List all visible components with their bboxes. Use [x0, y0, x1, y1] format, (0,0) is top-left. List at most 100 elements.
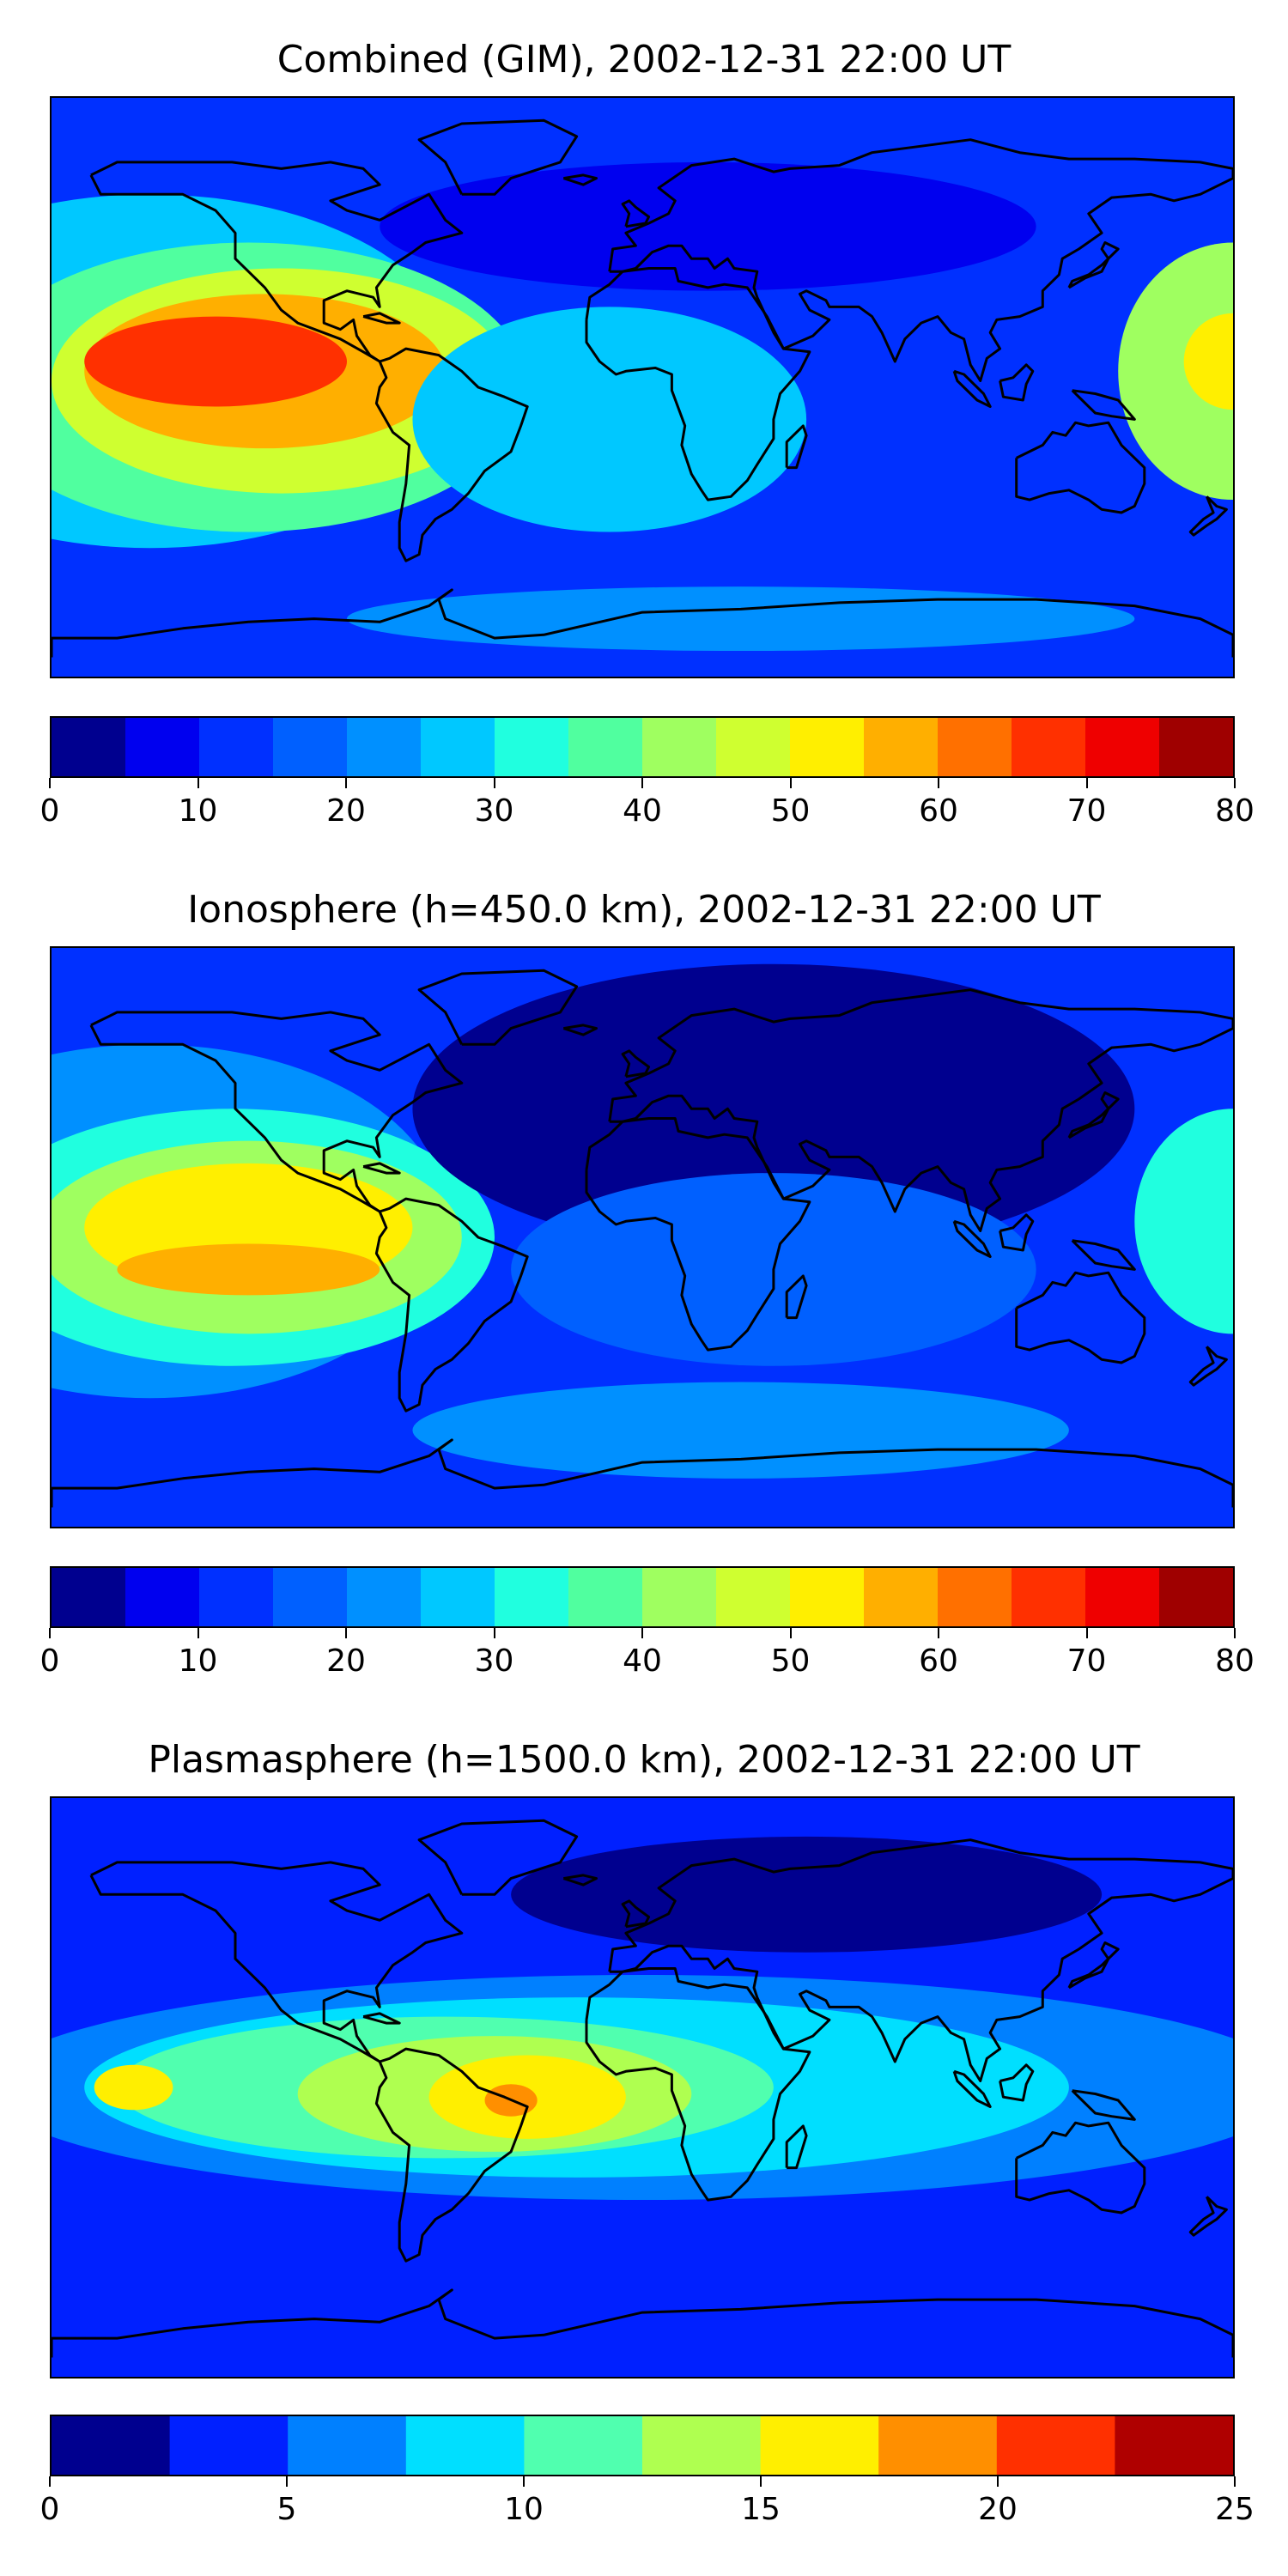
colorbar-tick-label: 40: [623, 793, 662, 829]
map-combined: [50, 96, 1235, 678]
colorbar-swatch: [1012, 1568, 1086, 1626]
colorbar-tick: [49, 778, 51, 788]
colorbar-swatch: [1115, 2416, 1233, 2475]
coastline-australia: [1015, 421, 1146, 514]
colorbar-combined: [50, 716, 1235, 778]
coastline-south-america: [374, 1197, 529, 1413]
colorbar-swatch: [642, 718, 717, 776]
coastline-madagascar: [785, 424, 808, 470]
coastline-sumatra: [952, 1219, 992, 1258]
colorbar-tick-label: 10: [178, 793, 218, 829]
coastline-iceland: [562, 173, 598, 186]
coastline-africa: [585, 267, 811, 501]
colorbar-tick-label: 15: [741, 2492, 781, 2527]
colorbar-swatch: [199, 1568, 274, 1626]
colorbar-swatch: [125, 718, 200, 776]
coastline-south-america: [374, 347, 529, 562]
colorbar-swatch: [421, 718, 495, 776]
colorbar-tick: [493, 778, 495, 788]
coastline-iceland: [562, 1874, 598, 1886]
panel-title: Plasmasphere (h=1500.0 km), 2002-12-31 2…: [148, 1738, 1140, 1782]
field-contour: [412, 963, 1135, 1254]
field-contour: [380, 161, 1036, 291]
colorbar-swatch: [273, 1568, 348, 1626]
map-plot: [52, 98, 1233, 677]
colorbar-swatch: [716, 1568, 791, 1626]
colorbar-tick: [493, 1628, 495, 1638]
colorbar-tick-label: 40: [623, 1643, 662, 1679]
colorbar-tick-label: 20: [326, 1643, 366, 1679]
colorbar-tick: [286, 2476, 288, 2487]
colorbar-swatch: [568, 718, 643, 776]
colorbar-tick: [789, 1628, 792, 1638]
colorbar-tick: [641, 778, 643, 788]
colorbar-swatch: [347, 1568, 422, 1626]
colorbar-swatch: [52, 2416, 171, 2475]
colorbar-swatch: [1159, 718, 1233, 776]
colorbar-swatch: [52, 1568, 126, 1626]
colorbar-tick-label: 60: [919, 793, 958, 829]
colorbar-tick: [1085, 778, 1088, 788]
colorbar-swatch: [199, 718, 274, 776]
colorbar-swatch: [938, 718, 1012, 776]
colorbar-tick-label: 70: [1066, 793, 1107, 829]
colorbar-swatch: [864, 1568, 939, 1626]
field-contour: [347, 586, 1135, 652]
colorbar-tick: [1085, 1628, 1088, 1638]
coastline-new-zealand: [1188, 495, 1228, 537]
map-ionosphere: [50, 946, 1235, 1528]
coastline-eurasia: [608, 1838, 1233, 2082]
panel-title: Combined (GIM), 2002-12-31 22:00 UT: [276, 38, 1012, 82]
colorbar-tick-label: 80: [1215, 793, 1255, 829]
colorbar-tick-label: 60: [919, 1643, 958, 1679]
colorbar-swatch: [760, 2416, 879, 2475]
panel-title: Ionosphere (h=450.0 km), 2002-12-31 22:0…: [187, 888, 1101, 932]
colorbar-swatch: [405, 2416, 525, 2475]
colorbar-tick: [523, 2476, 525, 2487]
colorbar-tick: [1234, 778, 1236, 788]
coastline-japan: [1067, 1941, 1120, 1990]
coastline-australia: [1015, 1271, 1146, 1364]
colorbar-swatch: [790, 1568, 865, 1626]
colorbar-tick-label: 10: [504, 2492, 544, 2527]
field-contour: [1183, 313, 1233, 410]
coastline-north-america: [89, 1861, 464, 2063]
colorbar-swatch: [125, 1568, 200, 1626]
colorbar-swatch: [288, 2416, 407, 2475]
colorbar-tick-label: 5: [276, 2492, 297, 2527]
coastline-cuba: [362, 312, 401, 325]
coastline-new-zealand: [1188, 1346, 1228, 1387]
colorbar-swatch: [1159, 1568, 1233, 1626]
coastline-greenland: [417, 1819, 579, 1896]
coastline-japan: [1067, 1091, 1120, 1139]
colorbar-swatch: [421, 1568, 495, 1626]
colorbar-swatch: [524, 2416, 643, 2475]
colorbar-tick-label: 20: [978, 2492, 1018, 2527]
colorbar-tick-label: 50: [770, 1643, 811, 1679]
colorbar-tick: [1234, 2476, 1236, 2487]
coastline-madagascar: [785, 1274, 808, 1320]
colorbar-swatch: [642, 2416, 762, 2475]
colorbar-tick: [938, 1628, 939, 1638]
coastline-north-america: [89, 161, 464, 363]
colorbar-tick: [345, 778, 347, 788]
coastline-iceland: [562, 1024, 598, 1036]
field-contour: [117, 1243, 380, 1296]
coastline-borneo: [999, 363, 1035, 402]
coastline-antarctica: [52, 588, 1233, 658]
map-plot: [52, 1798, 1233, 2377]
field-contour: [412, 307, 807, 532]
colorbar-ticks: 0 5 10 15 20 25: [40, 2476, 1255, 2528]
colorbar-swatches: [52, 1568, 1233, 1626]
colorbar-swatches: [52, 2416, 1233, 2475]
colorbar-swatch: [347, 718, 422, 776]
coastline-sumatra: [952, 2069, 992, 2108]
colorbar-swatch: [878, 2416, 998, 2475]
colorbar-ticks: 0 10 20 30 40 50 60 70 80: [40, 1628, 1255, 1680]
colorbar-swatch: [1085, 718, 1160, 776]
colorbar-tick-label: 0: [39, 793, 60, 829]
colorbar-tick: [789, 778, 792, 788]
colorbar-tick-label: 0: [39, 1643, 60, 1679]
field-contour: [1134, 1109, 1233, 1334]
field-contour: [1118, 242, 1233, 501]
